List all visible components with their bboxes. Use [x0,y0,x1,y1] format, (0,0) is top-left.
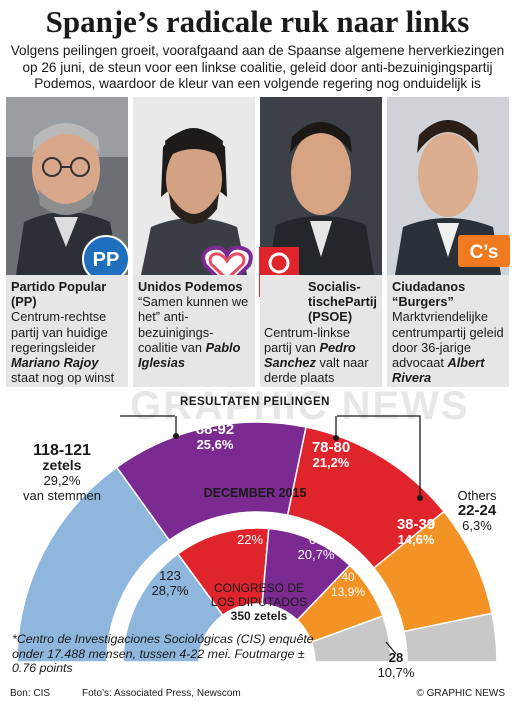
footnote: *Centro de Investigaciones Sociológicas … [12,632,314,676]
podemos-outer-label: 88-92 25,6% [195,421,235,452]
leader-line-3 [337,415,421,498]
others-inner-label: 28 10,7% [377,650,415,680]
pp-logo-text: PP [93,249,120,271]
page-title: Spanje’s radicale ruk naar links [45,4,470,39]
inner-ring [122,527,392,663]
copyright: © GRAPHIC NEWS [416,688,506,699]
psoe-inner-label: 90 22% [236,517,264,547]
party-name: Socialis-tischePartij (PSOE) [308,279,377,325]
psoe-outer-label: 78-80 21,2% [311,439,351,470]
outer-ring-label: RESULTATEN PEILINGEN [180,396,330,408]
party-name: Ciudadanos “Burgers” [392,279,466,310]
subtitle: Volgens peilingen groeit, voorafgaand aa… [10,43,505,91]
party-desc: Marktvriendelijke centrumpartij geleid d… [392,309,504,386]
party-name: Partido Popular (PP) [11,279,107,310]
party-name: Unidos Podemos [138,279,243,294]
rajoy-photo [6,97,128,275]
outer-ring [16,421,498,663]
podemos-heart-icon [201,245,253,294]
photo-credits: Foto’s: Associated Press, Newscom [82,688,241,699]
others-outer-label: Others 22-24 6,3% [457,488,497,533]
cs-logo: C’s [458,235,510,272]
portrait-rajoy [6,97,128,275]
credits-bar: Bon: CIS Foto’s: Associated Press, Newsc… [0,684,515,704]
leader-dot-1 [333,435,339,441]
chart-center-label: CONGRESO DE LOS DIPUTADOS 350 zetels [210,581,308,623]
cs-inner-label: 40 13,9% [330,570,366,599]
party-label-cs: Ciudadanos “Burgers” Marktvriendelijke c… [387,275,509,387]
source-text: Bon: CIS [10,688,51,699]
cs-outer-label: 38-39 14,6% [396,516,436,547]
party-label-psoe: Socialis-tischePartij (PSOE) Centrum-lin… [260,275,382,387]
leader-dot-0 [173,433,179,439]
pp-outer-label: 118-121 zetels 29,2% van stemmen [22,442,102,504]
leader-lines [120,415,423,655]
seat-chart: RESULTATEN PEILINGEN 118-121 zetels 29,2… [0,380,515,680]
pp-inner-label: 123 28,7% [151,568,189,598]
portrait-sanchez [260,97,382,275]
inner-segment-others [310,615,392,663]
leader-dot-2 [417,495,423,501]
party-desc: Centrum-linkse partij van Pedro Sanchez … [264,324,369,386]
inner-ring-label: DECEMBER 2015 [203,486,307,500]
watermark: GRAPHIC NEWS [130,384,470,428]
party-portraits: PP Partido Popular (PP) Centrum-rechtse … [6,97,510,387]
podemos-inner-label: 69 20,7% [297,532,335,562]
outer-segment-others [402,612,498,663]
cs-logo-text: C’s [470,242,499,263]
party-label-pp: Partido Popular (PP) Centrum-rechtse par… [6,275,128,387]
party-label-podemos: Unidos Podemos “Samen kunnen we het” ant… [133,275,255,387]
party-desc: Centrum-rechtse partij van huidige reger… [11,309,115,386]
sanchez-photo [260,97,382,275]
party-desc: “Samen kunnen we het” anti-bezuinigings-… [138,294,249,371]
inner-segment-pp [122,552,224,663]
leader-line-4 [385,641,397,655]
semicircle-chart [16,415,498,663]
